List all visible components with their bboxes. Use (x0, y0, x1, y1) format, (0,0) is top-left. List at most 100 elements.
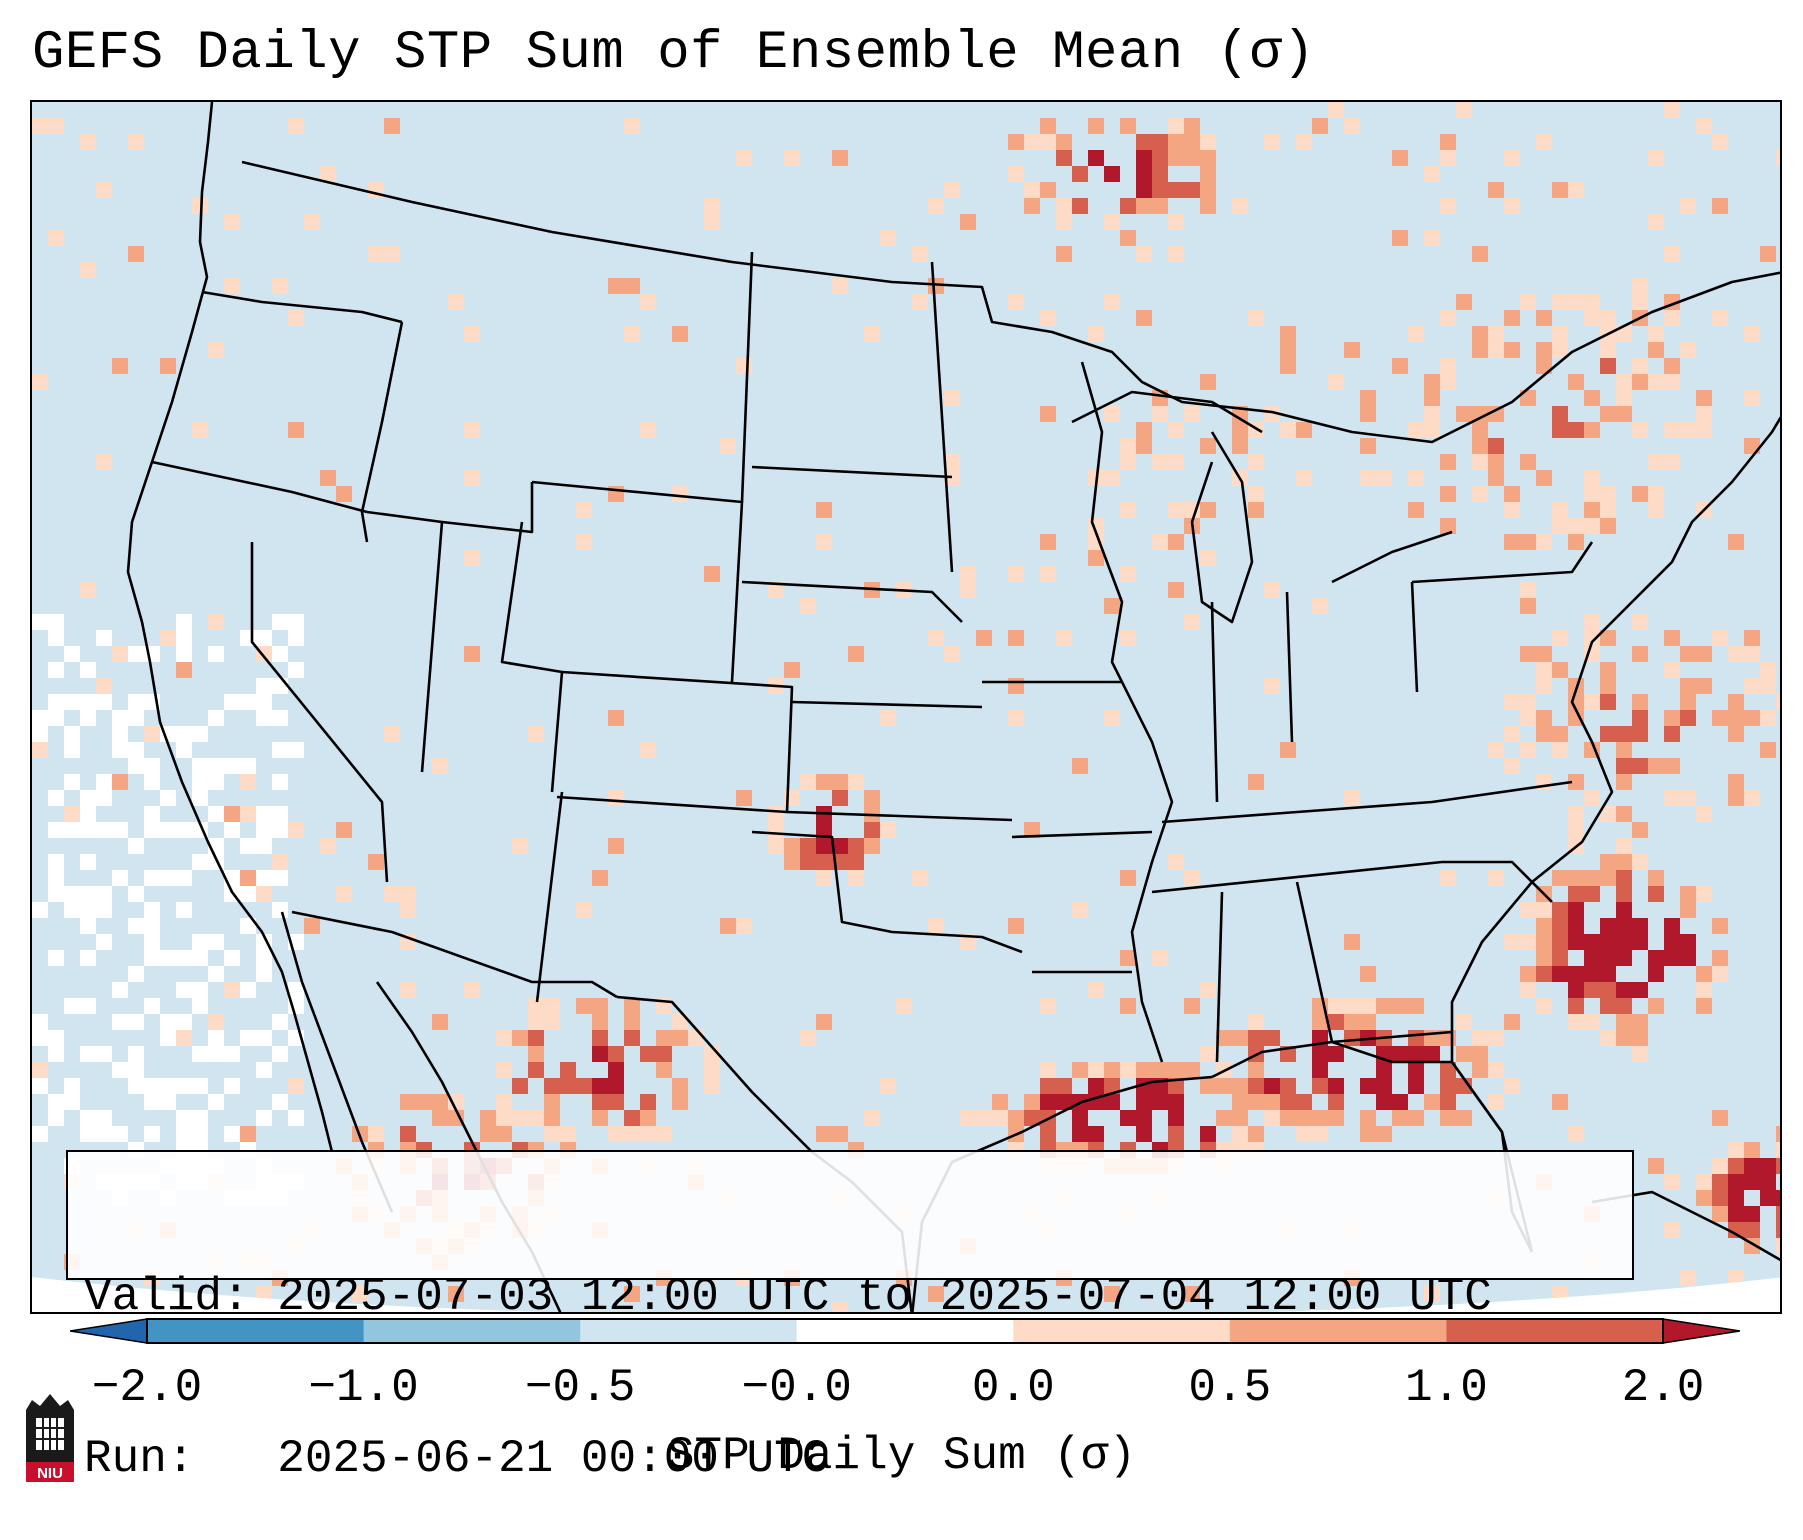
stp-grid-cell (832, 838, 848, 854)
stp-grid-cell (176, 614, 192, 630)
stp-grid-cell (1040, 1062, 1056, 1078)
stp-grid-cell (1216, 1110, 1232, 1126)
stp-grid-cell (592, 870, 608, 886)
stp-grid-cell (1696, 406, 1712, 422)
stp-grid-cell (320, 166, 336, 182)
stp-grid-cell (1648, 374, 1664, 390)
stp-grid-cell (480, 1126, 496, 1142)
stp-grid-cell (192, 1046, 208, 1062)
stp-grid-cell (48, 790, 64, 806)
stp-grid-cell (1504, 502, 1520, 518)
stp-grid-cell (1200, 1078, 1216, 1094)
stp-grid-cell (1152, 134, 1168, 150)
stp-grid-cell (1312, 1126, 1328, 1142)
stp-grid-cell (576, 998, 592, 1014)
stp-grid-cell (1040, 118, 1056, 134)
stp-grid-cell (1312, 118, 1328, 134)
stp-grid-cell (448, 1094, 464, 1110)
stp-grid-cell (448, 1110, 464, 1126)
stp-grid-cell (1392, 1046, 1408, 1062)
stp-grid-cell (736, 918, 752, 934)
stp-grid-cell (1200, 374, 1216, 390)
stp-grid-cell (336, 886, 352, 902)
stp-grid-cell (208, 774, 224, 790)
stp-grid-cell (1040, 1078, 1056, 1094)
stp-grid-cell (1200, 550, 1216, 566)
stp-grid-cell (1568, 294, 1584, 310)
stp-grid-cell (1456, 406, 1472, 422)
stp-grid-cell (544, 1126, 560, 1142)
stp-grid-cell (1248, 310, 1264, 326)
stp-grid-cell (288, 310, 304, 326)
stp-grid-cell (128, 134, 144, 150)
stp-grid-cell (192, 1078, 208, 1094)
stp-grid-cell (1504, 694, 1520, 710)
stp-grid-cell (1408, 470, 1424, 486)
stp-grid-cell (1424, 166, 1440, 182)
stp-grid-cell (1760, 742, 1776, 758)
stp-grid-cell (368, 1126, 384, 1142)
stp-grid-cell (1648, 486, 1664, 502)
stp-grid-cell (1392, 230, 1408, 246)
stp-grid-cell (912, 870, 928, 886)
stp-grid-cell (1168, 118, 1184, 134)
stp-grid-cell (1712, 1190, 1728, 1206)
stp-grid-cell (64, 806, 80, 822)
stp-grid-cell (80, 790, 96, 806)
stp-grid-cell (528, 1014, 544, 1030)
stp-grid-cell (1600, 726, 1616, 742)
stp-grid-cell (272, 710, 288, 726)
stp-grid-cell (608, 1078, 624, 1094)
stp-grid-cell (32, 1030, 48, 1046)
stp-grid-cell (1488, 326, 1504, 342)
stp-grid-cell (1360, 470, 1376, 486)
stp-grid-cell (224, 1046, 240, 1062)
stp-grid-cell (1440, 870, 1456, 886)
stp-grid-cell (656, 1062, 672, 1078)
tn-south (1151, 860, 1443, 894)
stp-grid-cell (400, 1094, 416, 1110)
stp-grid-cell (1760, 1174, 1776, 1190)
stp-grid-cell (1568, 966, 1584, 982)
stp-grid-cell (1408, 1030, 1424, 1046)
stp-grid-cell (1664, 662, 1680, 678)
stp-grid-cell (1680, 1270, 1696, 1286)
stp-grid-cell (912, 294, 928, 310)
stp-grid-cell (400, 902, 416, 918)
stp-grid-cell (1296, 470, 1312, 486)
stp-grid-cell (1136, 166, 1152, 182)
stp-grid-cell (192, 934, 208, 950)
stp-grid-cell (624, 118, 640, 134)
colorbar-segment (796, 1319, 1014, 1343)
stp-grid-cell (96, 790, 112, 806)
stp-grid-cell (1024, 1110, 1040, 1126)
stp-grid-cell (96, 1126, 112, 1142)
stp-grid-cell (176, 1126, 192, 1142)
stp-grid-cell (1696, 1190, 1712, 1206)
stp-grid-cell (528, 1062, 544, 1078)
stp-grid-cell (976, 630, 992, 646)
stp-grid-cell (1008, 566, 1024, 582)
stp-grid-cell (1136, 198, 1152, 214)
stp-grid-cell (80, 662, 96, 678)
stp-grid-cell (1168, 454, 1184, 470)
stp-grid-cell (560, 1062, 576, 1078)
stp-grid-cell (240, 982, 256, 998)
stp-grid-cell (1568, 1014, 1584, 1030)
stp-grid-cell (64, 1078, 80, 1094)
stp-grid-cell (1680, 790, 1696, 806)
stp-grid-cell (1296, 1126, 1312, 1142)
logo-text: NIU (37, 1465, 63, 1482)
stp-grid-cell (1152, 454, 1168, 470)
stp-grid-cell (1360, 1126, 1376, 1142)
stp-grid-cell (48, 854, 64, 870)
stp-grid-cell (816, 774, 832, 790)
stp-grid-cell (176, 646, 192, 662)
stp-grid-cell (1600, 806, 1616, 822)
stp-grid-cell (256, 694, 272, 710)
stp-grid-cell (1456, 294, 1472, 310)
stp-grid-cell (1664, 246, 1680, 262)
stp-grid-cell (1184, 118, 1200, 134)
stp-grid-cell (800, 598, 816, 614)
stp-grid-cell (1712, 966, 1728, 982)
